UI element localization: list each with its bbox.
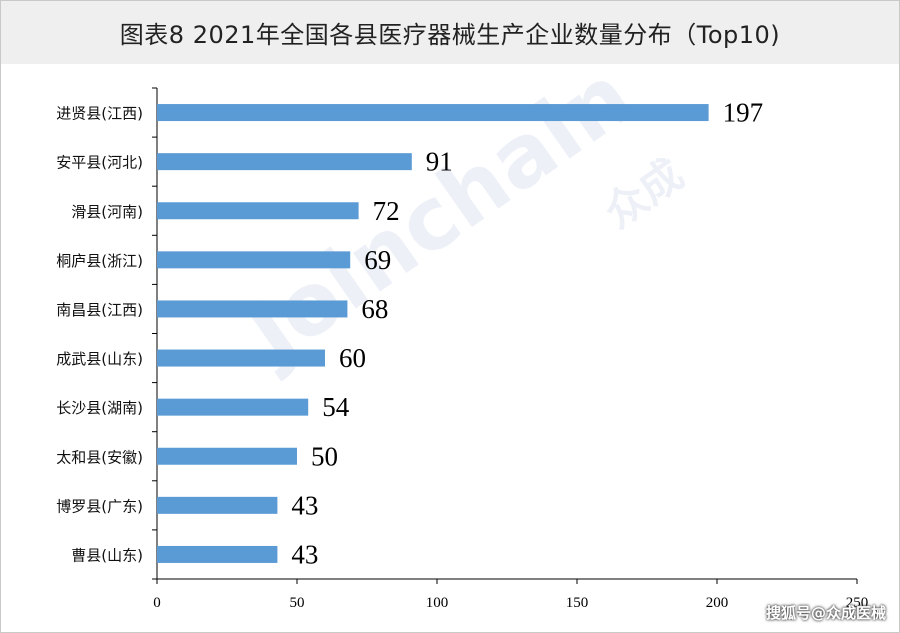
bar bbox=[157, 447, 297, 465]
value-label: 69 bbox=[364, 245, 391, 275]
x-tick-label: 150 bbox=[566, 595, 589, 611]
category-label: 博罗县(广东) bbox=[56, 497, 143, 515]
value-label: 54 bbox=[322, 392, 350, 422]
bar bbox=[157, 349, 325, 367]
value-label: 197 bbox=[723, 98, 764, 128]
bar bbox=[157, 398, 309, 416]
category-label: 安平县(河北) bbox=[56, 154, 143, 172]
source-credit: 搜狐号@众成医械 bbox=[765, 604, 886, 622]
bar bbox=[157, 202, 359, 220]
category-label: 滑县(河南) bbox=[71, 203, 143, 221]
category-label: 南昌县(江西) bbox=[56, 301, 143, 319]
bar bbox=[157, 104, 709, 122]
x-tick-label: 250 bbox=[846, 595, 869, 611]
chart-title: 图表8 2021年全国各县医疗器械生产企业数量分布（Top10) bbox=[119, 21, 781, 49]
x-tick-label: 50 bbox=[290, 595, 305, 611]
bar bbox=[157, 545, 278, 563]
value-label: 60 bbox=[339, 343, 366, 373]
category-label: 曹县(山东) bbox=[71, 546, 143, 564]
category-label: 桐庐县(浙江) bbox=[56, 252, 143, 270]
value-label: 43 bbox=[291, 490, 318, 520]
title-bar: 图表8 2021年全国各县医疗器械生产企业数量分布（Top10) bbox=[1, 1, 899, 64]
bar bbox=[157, 300, 348, 318]
bar bbox=[157, 496, 278, 514]
x-tick-label: 100 bbox=[426, 595, 449, 611]
x-tick-label: 200 bbox=[706, 595, 729, 611]
bar bbox=[157, 251, 351, 269]
value-label: 72 bbox=[373, 196, 400, 226]
value-label: 43 bbox=[291, 539, 318, 569]
value-label: 68 bbox=[361, 294, 388, 324]
x-tick-label: 0 bbox=[153, 595, 161, 611]
category-label: 太和县(安徽) bbox=[56, 448, 143, 466]
bar bbox=[157, 153, 412, 171]
value-label: 91 bbox=[426, 147, 453, 177]
category-label: 成武县(山东) bbox=[56, 350, 143, 368]
category-label: 进贤县(江西) bbox=[56, 105, 143, 123]
category-label: 长沙县(湖南) bbox=[56, 399, 143, 417]
value-label: 50 bbox=[311, 441, 338, 471]
